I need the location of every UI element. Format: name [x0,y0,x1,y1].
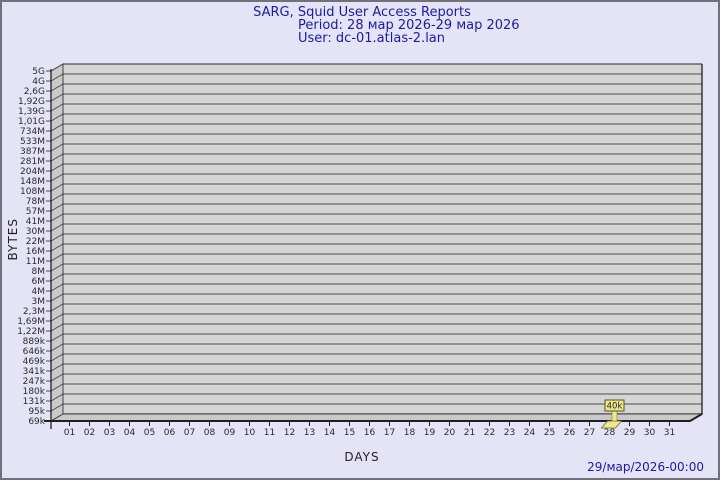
x-tick-label: 13 [304,428,315,438]
x-tick-label: 06 [164,428,176,438]
x-tick-label: 04 [124,428,136,438]
y-tick-label: 204M [20,167,45,177]
x-tick-label: 11 [264,428,275,438]
axis-frame [44,413,703,422]
y-tick-label: 41M [26,217,45,227]
x-tick-label: 14 [324,428,336,438]
y-tick-label: 889k [23,337,46,347]
bar-value-label: 40k [607,402,623,412]
y-tick-label: 734M [20,127,45,137]
y-tick-label: 108M [20,187,45,197]
chart-user: User: dc-01.atlas-2.lan [298,31,446,46]
x-tick-label: 22 [484,428,495,438]
y-tick-label: 30M [26,227,45,237]
x-axis-title: DAYS [344,450,380,464]
x-tick-label: 19 [424,428,436,438]
y-tick-label: 281M [20,157,45,167]
x-tick-label: 08 [204,428,216,438]
x-tick-label: 26 [564,428,576,438]
x-tick-label: 16 [364,428,376,438]
x-tick-label: 07 [184,428,195,438]
x-tick-label: 28 [604,428,616,438]
y-tick-label: 16M [26,247,45,257]
y-tick-label: 57M [26,207,45,217]
footer-timestamp: 29/мар/2026-00:00 [587,460,704,474]
y-tick-label: 1,22M [17,327,45,337]
x-tick-label: 02 [84,428,95,438]
x-tick-label: 29 [624,428,636,438]
y-tick-label: 4G [32,77,45,87]
y-tick-label: 1,01G [18,117,45,127]
x-tick-label: 01 [64,428,75,438]
y-tick-label: 646k [23,347,46,357]
y-tick-label: 22M [26,237,45,247]
chart-title: SARG, Squid User Access Reports [253,5,471,20]
bar-stem [611,409,618,422]
x-tick-label: 30 [644,428,656,438]
y-tick-label: 78M [26,197,45,207]
y-tick-label: 2,6G [24,87,45,97]
y-tick-label: 8M [32,267,46,277]
y-tick-label: 341k [23,367,46,377]
y-tick-label: 1,69M [17,317,45,327]
y-tick-label: 3M [32,297,46,307]
x-tick-label: 12 [284,428,295,438]
y-tick-label: 95k [28,407,45,417]
y-axis-title: BYTES [6,218,20,261]
y-tick-label: 5G [32,67,45,77]
x-tick-label: 03 [104,428,115,438]
plot-area [63,64,702,414]
x-tick-label: 17 [384,428,395,438]
y-tick-label: 387M [20,147,45,157]
y-tick-label: 247k [23,377,46,387]
x-tick-label: 18 [404,428,416,438]
x-tick-label: 09 [224,428,236,438]
y-tick-label: 4M [32,287,46,297]
y-tick-label: 6M [32,277,46,287]
floor [49,413,704,422]
x-tick-label: 27 [584,428,595,438]
y-tick-label: 469k [23,357,46,367]
x-tick-label: 24 [524,428,536,438]
chart-period: Period: 28 мар 2026-29 мар 2026 [298,18,520,33]
y-tick-label: 2,3M [23,307,45,317]
x-tick-label: 21 [464,428,475,438]
x-tick-label: 15 [344,428,355,438]
x-tick-label: 05 [144,428,155,438]
x-tick-label: 31 [664,428,675,438]
x-tick-label: 10 [244,428,256,438]
y-tick-label: 11M [26,257,45,267]
y-tick-label: 1,92G [18,97,45,107]
y-tick-label: 69k [28,417,45,427]
bar-value-box [604,399,625,412]
y-tick-label: 131k [23,397,46,407]
x-tick-label: 23 [504,428,515,438]
y-tick-label: 1,39G [18,107,45,117]
y-tick-label: 180k [23,387,46,397]
x-tick-label: 25 [544,428,555,438]
x-tick-label: 20 [444,428,456,438]
y-tick-label: 533M [20,137,45,147]
bar-day-28 [600,420,623,429]
y-tick-label: 148M [20,177,45,187]
